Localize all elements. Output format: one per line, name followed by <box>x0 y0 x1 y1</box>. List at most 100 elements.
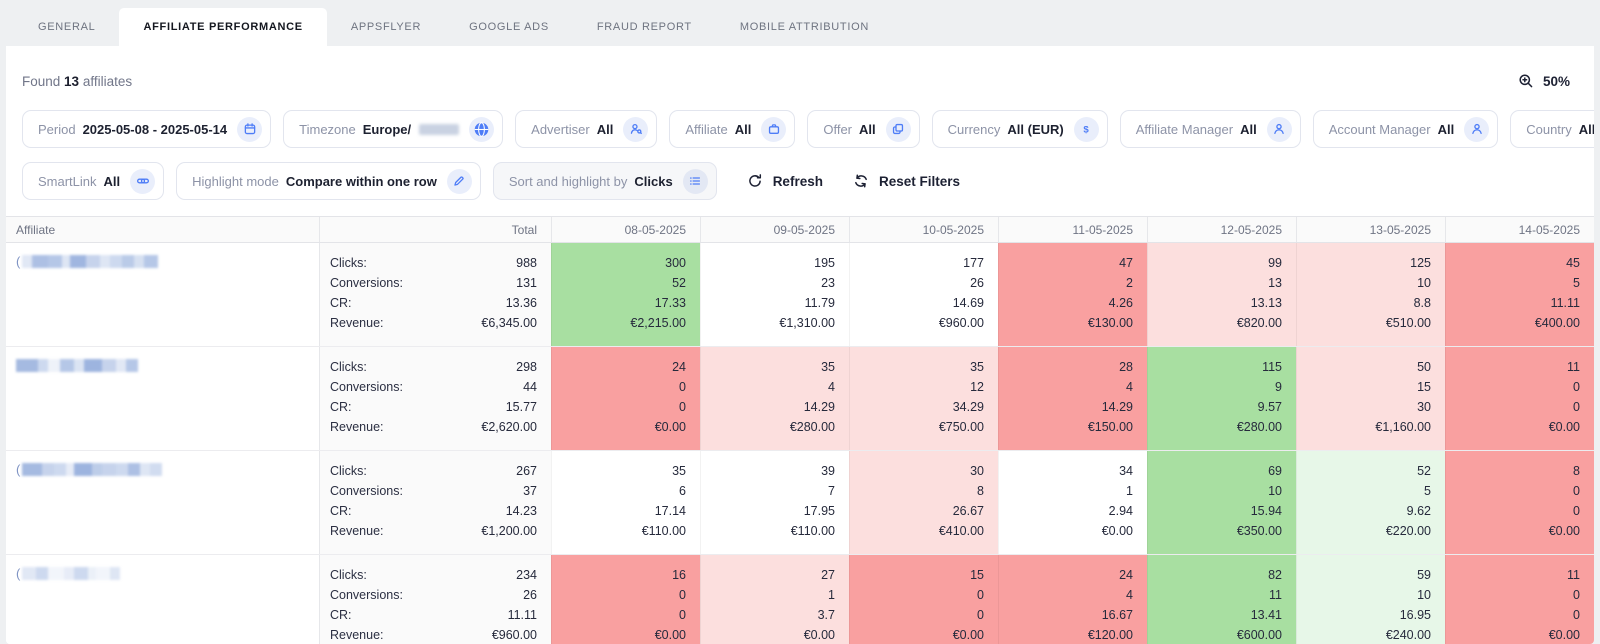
list-icon <box>682 168 708 194</box>
total-revenue: €6,345.00 <box>481 316 537 330</box>
day-conversions: 10 <box>1268 484 1282 498</box>
metric-label: Conversions: <box>330 588 403 602</box>
filters-row-1: Period 2025-05-08 - 2025-05-14 Timezone Eur… <box>6 110 1594 148</box>
day-clicks: 39 <box>821 464 835 478</box>
day-clicks: 47 <box>1119 256 1133 270</box>
person-icon <box>1266 116 1292 142</box>
total-clicks: 267 <box>516 464 537 478</box>
column-header-date: 12-05-2025 <box>1147 217 1296 242</box>
day-clicks: 11 <box>1567 568 1580 582</box>
filter-account-manager[interactable]: Account Manager All <box>1312 110 1499 148</box>
action-label: Reset Filters <box>878 173 961 189</box>
day-revenue: €240.00 <box>1385 628 1431 642</box>
day-conversions: 0 <box>679 588 686 602</box>
metric-label: Revenue: <box>330 628 384 642</box>
total-cr: 11.11 <box>507 608 537 622</box>
day-cr: 14.29 <box>803 400 835 414</box>
filter-timezone[interactable]: Timezone Europe/ <box>283 110 504 148</box>
currency-icon: $ <box>1073 116 1099 142</box>
filter-advertiser[interactable]: Advertiser All <box>515 110 658 148</box>
day-revenue: €130.00 <box>1087 316 1133 330</box>
total-cr: 13.36 <box>505 296 537 310</box>
tab-affiliate-performance[interactable]: AFFILIATE PERFORMANCE <box>119 8 327 46</box>
filter-value: Europe/ <box>362 121 412 137</box>
filter-affiliate-manager[interactable]: Affiliate Manager All <box>1119 110 1301 148</box>
total-cell: Clicks: 298 Conversions: 44 CR: 15.77 Revenue:… <box>319 347 551 450</box>
filter-smartlink[interactable]: SmartLink All <box>22 162 165 200</box>
filter-label: Period <box>38 121 76 137</box>
found-suffix: affiliates <box>82 73 133 89</box>
day-revenue: €0.00 <box>952 628 984 642</box>
day-clicks: 28 <box>1119 360 1133 374</box>
day-cr: 17.14 <box>654 504 686 518</box>
day-revenue: €0.00 <box>654 420 686 434</box>
day-cell: 195 23 11.79 €1,310.00 <box>700 243 849 346</box>
tab-google-ads[interactable]: GOOGLE ADS <box>469 21 549 33</box>
day-clicks: 27 <box>821 568 835 582</box>
zoom-level: 50% <box>1542 73 1570 89</box>
day-cr: 15.94 <box>1250 504 1282 518</box>
day-conversions: 23 <box>821 276 835 290</box>
reset-filters-button[interactable]: Reset Filters <box>853 173 960 189</box>
filter-period[interactable]: Period 2025-05-08 - 2025-05-14 <box>22 110 272 148</box>
filter-label: Offer <box>823 121 853 137</box>
day-cr: 17.95 <box>803 504 835 518</box>
day-clicks: 52 <box>1417 464 1431 478</box>
day-revenue: €110.00 <box>641 524 686 538</box>
day-revenue: €0.00 <box>1101 524 1133 538</box>
affiliate-name[interactable]: ( <box>6 555 319 644</box>
metric-label: Clicks: <box>330 568 367 582</box>
day-revenue: €1,310.00 <box>779 316 835 330</box>
affiliate-name[interactable] <box>6 347 319 450</box>
day-conversions: 26 <box>970 276 984 290</box>
filter-label: SmartLink <box>38 173 97 189</box>
total-clicks: 988 <box>516 256 537 270</box>
day-cell: 16 0 0 €0.00 <box>551 555 700 644</box>
filter-value: All <box>1240 121 1257 137</box>
tab-general[interactable]: GENERAL <box>38 21 96 33</box>
day-conversions: 5 <box>1573 276 1580 290</box>
filter-currency[interactable]: Currency All (EUR) $ <box>931 110 1108 148</box>
day-revenue: €600.00 <box>1236 628 1282 642</box>
filter-offer[interactable]: Offer All <box>807 110 920 148</box>
column-header-date: 10-05-2025 <box>849 217 998 242</box>
day-revenue: €410.00 <box>938 524 984 538</box>
day-cell: 59 10 16.95 €240.00 <box>1296 555 1445 644</box>
day-cr: 17.33 <box>654 296 686 310</box>
day-cr: 4.26 <box>1108 296 1133 310</box>
filter-label: Country <box>1526 121 1572 137</box>
zoom-control[interactable]: 50% <box>1518 73 1570 89</box>
day-clicks: 24 <box>1119 568 1133 582</box>
affiliate-row: (Clicks: 267 Conversions: 37 CR: 14.23 Revenue… <box>6 451 1594 555</box>
metric-label: Clicks: <box>330 464 367 478</box>
tab-mobile-attribution[interactable]: MOBILE ATTRIBUTION <box>739 21 869 33</box>
day-cell: 11 0 0 €0.00 <box>1445 555 1594 644</box>
filter-affiliate[interactable]: Affiliate All <box>669 110 796 148</box>
day-conversions: 0 <box>1573 484 1580 498</box>
day-revenue: €820.00 <box>1236 316 1282 330</box>
day-cell: 99 13 13.13 €820.00 <box>1147 243 1296 346</box>
day-revenue: €960.00 <box>938 316 984 330</box>
column-header-date: 13-05-2025 <box>1296 217 1445 242</box>
day-clicks: 35 <box>821 360 835 374</box>
day-cr: 11.11 <box>1550 296 1580 310</box>
day-cr: 16.67 <box>1101 608 1133 622</box>
refresh-button[interactable]: Refresh <box>747 173 823 189</box>
filter-label: Account Manager <box>1328 121 1431 137</box>
main-panel: Found 13 affiliates 50% Period 2025-05-08… <box>6 46 1594 644</box>
affiliate-name[interactable]: ( <box>6 243 319 346</box>
day-cell: 69 10 15.94 €350.00 <box>1147 451 1296 554</box>
day-cell: 82 11 13.41 €600.00 <box>1147 555 1296 644</box>
affiliate-name[interactable]: ( <box>6 451 319 554</box>
tab-appsflyer[interactable]: APPSFLYER <box>350 21 422 33</box>
day-cr: 0 <box>1573 608 1580 622</box>
filter-country[interactable]: Country All <box>1510 110 1594 148</box>
day-cr: 13.13 <box>1250 296 1282 310</box>
filter-sort-and-highlight-by[interactable]: Sort and highlight by Clicks <box>492 162 717 200</box>
day-clicks: 24 <box>672 360 686 374</box>
redacted-affiliate-name <box>22 463 163 477</box>
filter-highlight-mode[interactable]: Highlight mode Compare within one row <box>176 162 481 200</box>
filter-value: All <box>859 121 876 137</box>
day-conversions: 9 <box>1275 380 1282 394</box>
tab-fraud-report[interactable]: FRAUD REPORT <box>596 21 692 33</box>
